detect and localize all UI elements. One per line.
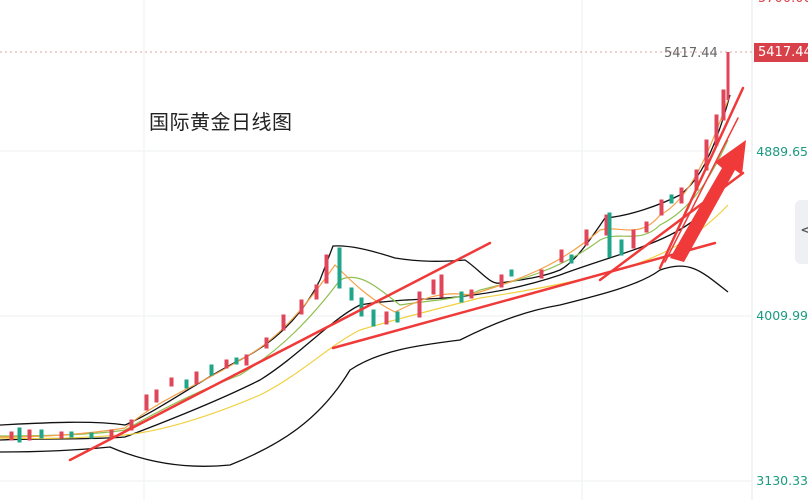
chart-title: 国际黄金日线图 <box>149 110 293 134</box>
current-price-tag: 5417.44 <box>754 43 808 62</box>
chevron-left-icon: < <box>800 220 808 239</box>
side-panel-toggle[interactable]: < <box>795 200 808 264</box>
high-price-note: 5417.44 <box>664 46 718 61</box>
breakout-arrow-icon <box>670 140 746 262</box>
trendlines <box>68 86 745 462</box>
axis-label-4889: 4889.65 <box>756 144 808 159</box>
grid <box>0 0 753 500</box>
axis-label-top-cut: 5700.00 <box>758 0 808 6</box>
axis-label-4009: 4009.99 <box>756 308 808 323</box>
axis-label-3130: 3130.33 <box>756 473 808 488</box>
candles <box>9 52 730 443</box>
